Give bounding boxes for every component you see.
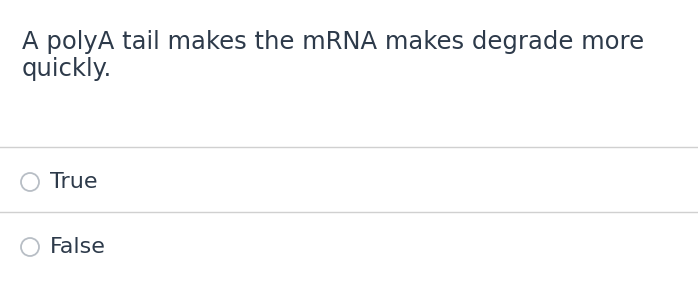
Text: False: False <box>50 237 106 257</box>
Text: True: True <box>50 172 98 192</box>
Text: quickly.: quickly. <box>22 57 112 81</box>
Text: A polyA tail makes the mRNA makes degrade more: A polyA tail makes the mRNA makes degrad… <box>22 30 644 54</box>
